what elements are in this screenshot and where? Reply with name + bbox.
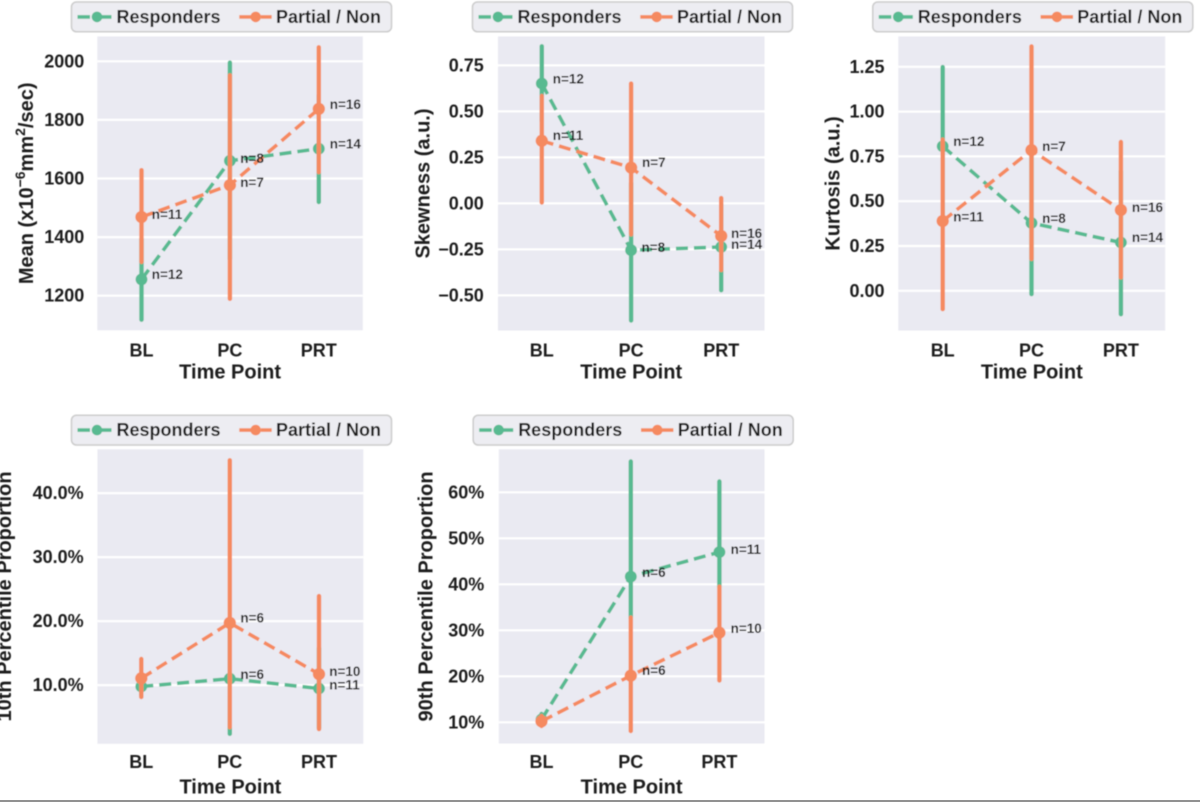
svg-text:n=8: n=8: [240, 151, 264, 166]
svg-text:1.00: 1.00: [849, 102, 884, 122]
svg-text:n=12: n=12: [553, 72, 584, 87]
svg-text:BL: BL: [931, 341, 955, 361]
svg-text:Time Point: Time Point: [981, 362, 1083, 384]
svg-text:40.0%: 40.0%: [33, 483, 84, 503]
svg-text:Partial / Non: Partial / Non: [1077, 7, 1182, 27]
svg-text:PRT: PRT: [1103, 341, 1139, 361]
svg-text:0.00: 0.00: [849, 281, 884, 301]
svg-text:Kurtosis (a.u.): Kurtosis (a.u.): [823, 116, 845, 250]
svg-text:Time Point: Time Point: [179, 777, 281, 799]
svg-text:Skewness (a.u.): Skewness (a.u.): [413, 108, 435, 258]
svg-text:Time Point: Time Point: [580, 362, 682, 384]
svg-text:BL: BL: [129, 752, 153, 772]
svg-text:PC: PC: [619, 341, 644, 361]
svg-text:PRT: PRT: [701, 752, 737, 772]
svg-text:2000: 2000: [44, 51, 84, 71]
svg-text:n=14: n=14: [731, 237, 763, 252]
svg-text:30.0%: 30.0%: [33, 547, 84, 567]
svg-text:Partial / Non: Partial / Non: [276, 7, 381, 27]
svg-text:40%: 40%: [448, 574, 484, 594]
svg-text:0.50: 0.50: [449, 101, 484, 121]
svg-text:n=8: n=8: [642, 240, 666, 255]
svg-text:BL: BL: [130, 341, 154, 361]
svg-text:Partial / Non: Partial / Non: [276, 420, 381, 440]
svg-text:0.75: 0.75: [849, 146, 884, 166]
svg-text:Partial / Non: Partial / Non: [678, 420, 783, 440]
svg-text:n=12: n=12: [152, 267, 183, 282]
svg-text:n=7: n=7: [1042, 139, 1066, 154]
svg-text:50%: 50%: [448, 528, 484, 548]
svg-text:n=7: n=7: [240, 175, 264, 190]
svg-text:−0.50: −0.50: [438, 285, 484, 305]
svg-text:Responders: Responders: [117, 420, 221, 440]
svg-text:n=16: n=16: [731, 226, 763, 241]
svg-text:Responders: Responders: [918, 7, 1022, 27]
svg-text:20%: 20%: [448, 666, 484, 686]
svg-text:PRT: PRT: [301, 752, 337, 772]
svg-text:0.00: 0.00: [449, 193, 484, 213]
svg-text:n=6: n=6: [642, 565, 666, 580]
svg-text:0.50: 0.50: [849, 191, 884, 211]
svg-text:30%: 30%: [448, 620, 484, 640]
svg-text:PRT: PRT: [301, 341, 337, 361]
svg-text:1400: 1400: [44, 227, 84, 247]
svg-text:10.0%: 10.0%: [33, 675, 84, 695]
svg-text:20.0%: 20.0%: [33, 611, 84, 631]
svg-text:1800: 1800: [44, 110, 84, 130]
svg-text:PC: PC: [1019, 341, 1044, 361]
svg-text:10th Percentile Proportion: 10th Percentile Proportion: [0, 471, 16, 721]
svg-text:n=6: n=6: [240, 611, 264, 626]
svg-text:PRT: PRT: [703, 341, 739, 361]
svg-text:0.25: 0.25: [849, 236, 884, 256]
svg-text:Partial / Non: Partial / Non: [677, 7, 782, 27]
svg-text:10%: 10%: [448, 712, 484, 732]
svg-text:n=14: n=14: [330, 136, 362, 151]
svg-text:n=16: n=16: [330, 97, 362, 112]
svg-text:n=7: n=7: [642, 155, 666, 170]
svg-text:BL: BL: [530, 341, 554, 361]
svg-text:90th Percentile Proportion: 90th Percentile Proportion: [416, 471, 438, 721]
svg-text:60%: 60%: [448, 482, 484, 502]
svg-text:Time Point: Time Point: [581, 777, 683, 799]
svg-text:1600: 1600: [44, 169, 84, 189]
svg-text:n=12: n=12: [953, 134, 984, 149]
svg-text:PC: PC: [618, 752, 643, 772]
svg-text:n=10: n=10: [731, 621, 762, 636]
svg-text:n=10: n=10: [329, 664, 360, 679]
svg-text:n=14: n=14: [1132, 230, 1164, 245]
svg-text:Responders: Responders: [518, 420, 622, 440]
svg-text:1.25: 1.25: [849, 57, 884, 77]
svg-text:1200: 1200: [44, 286, 84, 306]
svg-text:BL: BL: [530, 752, 554, 772]
svg-text:n=11: n=11: [953, 210, 984, 225]
svg-text:Time Point: Time Point: [179, 362, 281, 384]
svg-text:PC: PC: [217, 752, 242, 772]
svg-text:Responders: Responders: [117, 7, 221, 27]
svg-text:n=16: n=16: [1132, 200, 1164, 215]
svg-text:n=11: n=11: [152, 207, 183, 222]
svg-text:PC: PC: [217, 341, 242, 361]
svg-text:0.25: 0.25: [449, 147, 484, 167]
svg-text:Responders: Responders: [518, 7, 622, 27]
svg-text:n=11: n=11: [329, 678, 360, 693]
svg-text:−0.25: −0.25: [438, 239, 484, 259]
svg-text:n=6: n=6: [642, 663, 666, 678]
svg-text:0.75: 0.75: [449, 55, 484, 75]
svg-text:n=11: n=11: [553, 128, 584, 143]
svg-text:n=8: n=8: [1042, 211, 1066, 226]
svg-text:n=11: n=11: [731, 542, 762, 557]
svg-text:n=6: n=6: [240, 667, 264, 682]
